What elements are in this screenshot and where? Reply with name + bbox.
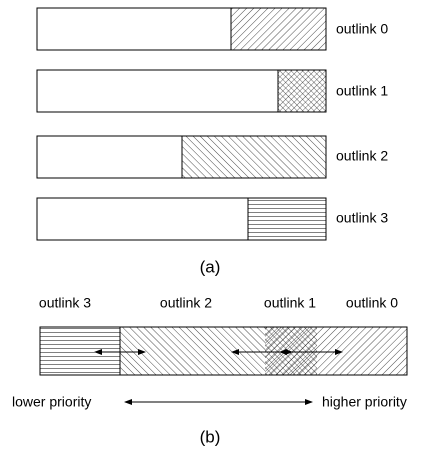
caption: (b): [200, 427, 221, 446]
bars-a: [36, 7, 327, 241]
caption: (a): [200, 257, 221, 276]
bar: [36, 7, 327, 51]
axis-label: higher priority: [322, 394, 407, 410]
segment-label: outlink 0: [346, 295, 398, 311]
bar-label: outlink 3: [336, 210, 388, 226]
segment-label: outlink 2: [160, 295, 212, 311]
segment-label: outlink 3: [39, 295, 91, 311]
hatch: [231, 8, 326, 50]
bar-label: outlink 1: [336, 83, 388, 99]
segment: [120, 327, 265, 375]
segment: [40, 327, 120, 375]
bar: [36, 197, 327, 241]
axis-label: lower priority: [12, 394, 91, 410]
segment-label: outlink 1: [264, 295, 316, 311]
bar-label: outlink 0: [336, 21, 388, 37]
hatch: [278, 70, 326, 112]
hatch: [182, 136, 326, 178]
bar: [36, 69, 327, 113]
segment: [265, 327, 317, 375]
bar-outline: [39, 326, 408, 376]
bar-b: [39, 326, 408, 405]
bar: [36, 135, 327, 179]
hatch: [248, 198, 326, 240]
bar-label: outlink 2: [336, 148, 388, 164]
